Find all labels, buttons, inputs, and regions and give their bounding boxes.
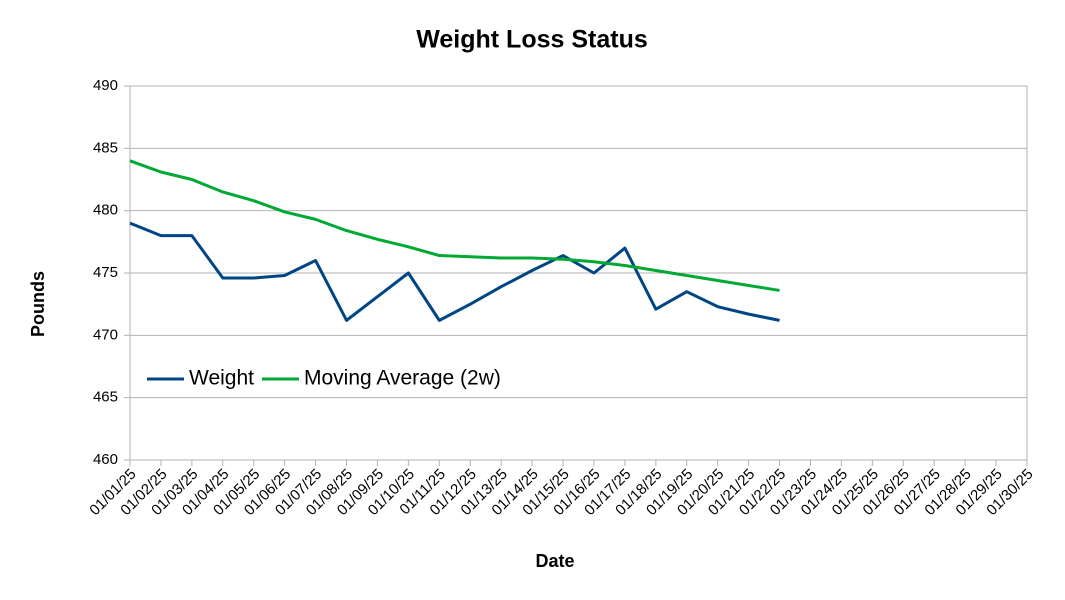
x-axis-title: Date <box>535 551 574 571</box>
y-tick-label: 460 <box>93 451 118 468</box>
y-tick-label: 475 <box>93 264 118 281</box>
plot-border <box>129 85 1028 461</box>
y-tick-label: 485 <box>93 139 118 156</box>
y-tick-label: 465 <box>93 389 118 406</box>
series-line <box>129 159 780 292</box>
chart-title: Weight Loss Status <box>416 26 648 54</box>
y-axis-title: Pounds <box>28 271 48 337</box>
y-tick-label: 490 <box>93 77 118 94</box>
series-line <box>129 221 780 322</box>
legend-label: Weight <box>189 367 254 390</box>
y-tick-label: 480 <box>93 202 118 219</box>
y-tick-label: 470 <box>93 326 118 343</box>
legend-label: Moving Average (2w) <box>304 367 501 390</box>
